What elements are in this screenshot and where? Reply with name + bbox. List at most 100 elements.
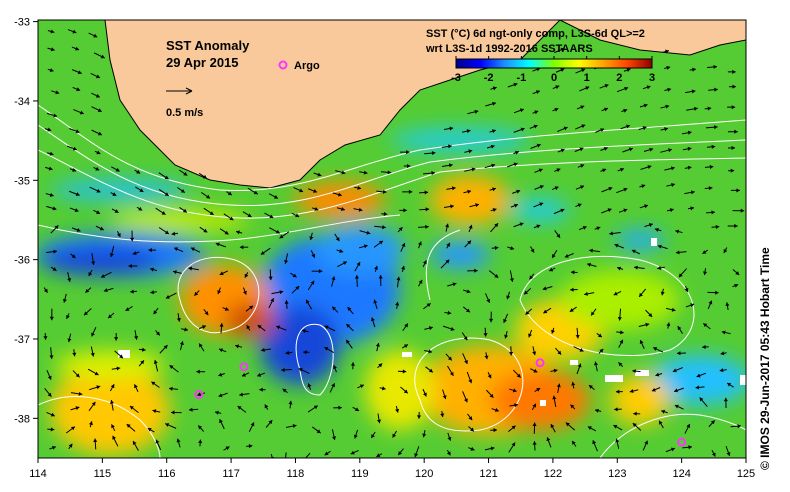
current-arrow (484, 446, 495, 451)
current-arrow (491, 245, 499, 250)
y-tick-label: -35 (14, 175, 30, 187)
current-arrow (684, 285, 689, 293)
current-arrow (199, 226, 208, 233)
current-arrow (276, 325, 287, 331)
current-arrow (528, 329, 533, 338)
current-arrow (303, 350, 310, 355)
current-arrow (284, 300, 289, 309)
current-arrow (400, 150, 410, 155)
current-arrow (723, 397, 728, 409)
current-arrow (727, 129, 738, 134)
current-arrow (248, 422, 255, 432)
current-arrow (660, 288, 665, 296)
current-arrow (414, 446, 420, 458)
current-arrow (440, 259, 450, 269)
current-arrow (464, 167, 476, 172)
y-tick-label: -37 (14, 334, 30, 346)
current-arrow (373, 299, 378, 310)
current-arrow (400, 242, 406, 252)
current-arrow (617, 167, 625, 172)
current-arrow (490, 428, 498, 433)
current-arrow (88, 32, 98, 38)
current-arrow (109, 400, 114, 411)
current-arrow (352, 406, 360, 412)
current-arrow (47, 47, 55, 52)
current-arrow (298, 368, 310, 374)
current-arrow (575, 203, 582, 208)
current-arrow (176, 438, 181, 448)
current-arrow (673, 387, 684, 393)
current-arrow (508, 425, 516, 432)
colorbar-tick-label: 1 (584, 72, 590, 84)
current-arrow (704, 106, 712, 111)
current-arrow (88, 401, 96, 412)
current-arrow (424, 349, 433, 354)
current-arrow (109, 246, 115, 258)
current-arrow (331, 306, 339, 313)
current-arrow (395, 301, 400, 309)
current-arrow (485, 101, 497, 107)
current-arrow (418, 279, 423, 287)
current-arrow (423, 171, 435, 176)
current-arrow (575, 68, 586, 74)
current-arrow (138, 360, 145, 367)
current-arrow (132, 440, 139, 451)
current-arrow (638, 322, 650, 327)
current-arrow (67, 272, 72, 282)
current-arrow (532, 90, 540, 95)
current-arrow (126, 423, 136, 432)
current-arrow (660, 148, 673, 153)
current-arrow (447, 365, 454, 377)
current-arrow (664, 87, 672, 92)
current-arrow (264, 404, 269, 410)
current-arrow (370, 431, 376, 439)
current-arrow (223, 213, 234, 221)
current-arrow (288, 400, 293, 409)
current-arrow (239, 392, 250, 397)
current-arrow (529, 273, 535, 280)
current-arrow (268, 193, 279, 199)
colorbar-ramp (455, 58, 653, 69)
current-arrow (402, 323, 409, 332)
current-arrow (570, 287, 578, 292)
current-arrow (111, 208, 119, 214)
current-arrow (257, 372, 266, 377)
current-arrow (534, 168, 543, 173)
current-arrow (173, 247, 184, 253)
current-arrow (151, 381, 160, 388)
current-arrow (66, 313, 70, 320)
current-arrow (640, 165, 652, 170)
current-arrow (281, 367, 292, 373)
current-arrow (503, 313, 509, 324)
current-arrow (442, 325, 455, 331)
current-arrow (703, 322, 711, 330)
current-arrow (660, 127, 669, 132)
current-arrow (578, 225, 587, 231)
colorbar-tick-label: -2 (484, 72, 494, 84)
current-arrow (620, 124, 631, 130)
current-arrow (400, 386, 409, 394)
current-arrow (484, 163, 496, 169)
map-title: SST Anomaly (166, 38, 250, 53)
current-arrow (73, 109, 84, 115)
current-arrow (68, 443, 73, 450)
current-arrow (217, 287, 222, 295)
colorbar-tick-label: 3 (649, 72, 655, 84)
current-arrow (359, 170, 368, 175)
current-arrow (198, 325, 207, 330)
current-arrow (129, 405, 139, 414)
x-tick-label: 120 (415, 468, 433, 480)
current-arrow (85, 287, 92, 294)
colorbar-tick-label: 0 (551, 72, 557, 84)
current-arrow (422, 430, 427, 438)
current-arrow (67, 29, 77, 34)
current-arrow (90, 346, 95, 357)
current-arrow (336, 207, 345, 211)
current-arrow (676, 351, 686, 356)
current-arrow (506, 162, 518, 168)
current-arrow (616, 330, 624, 335)
current-arrow (70, 406, 80, 411)
current-arrow (564, 253, 574, 258)
current-arrow (729, 84, 736, 89)
